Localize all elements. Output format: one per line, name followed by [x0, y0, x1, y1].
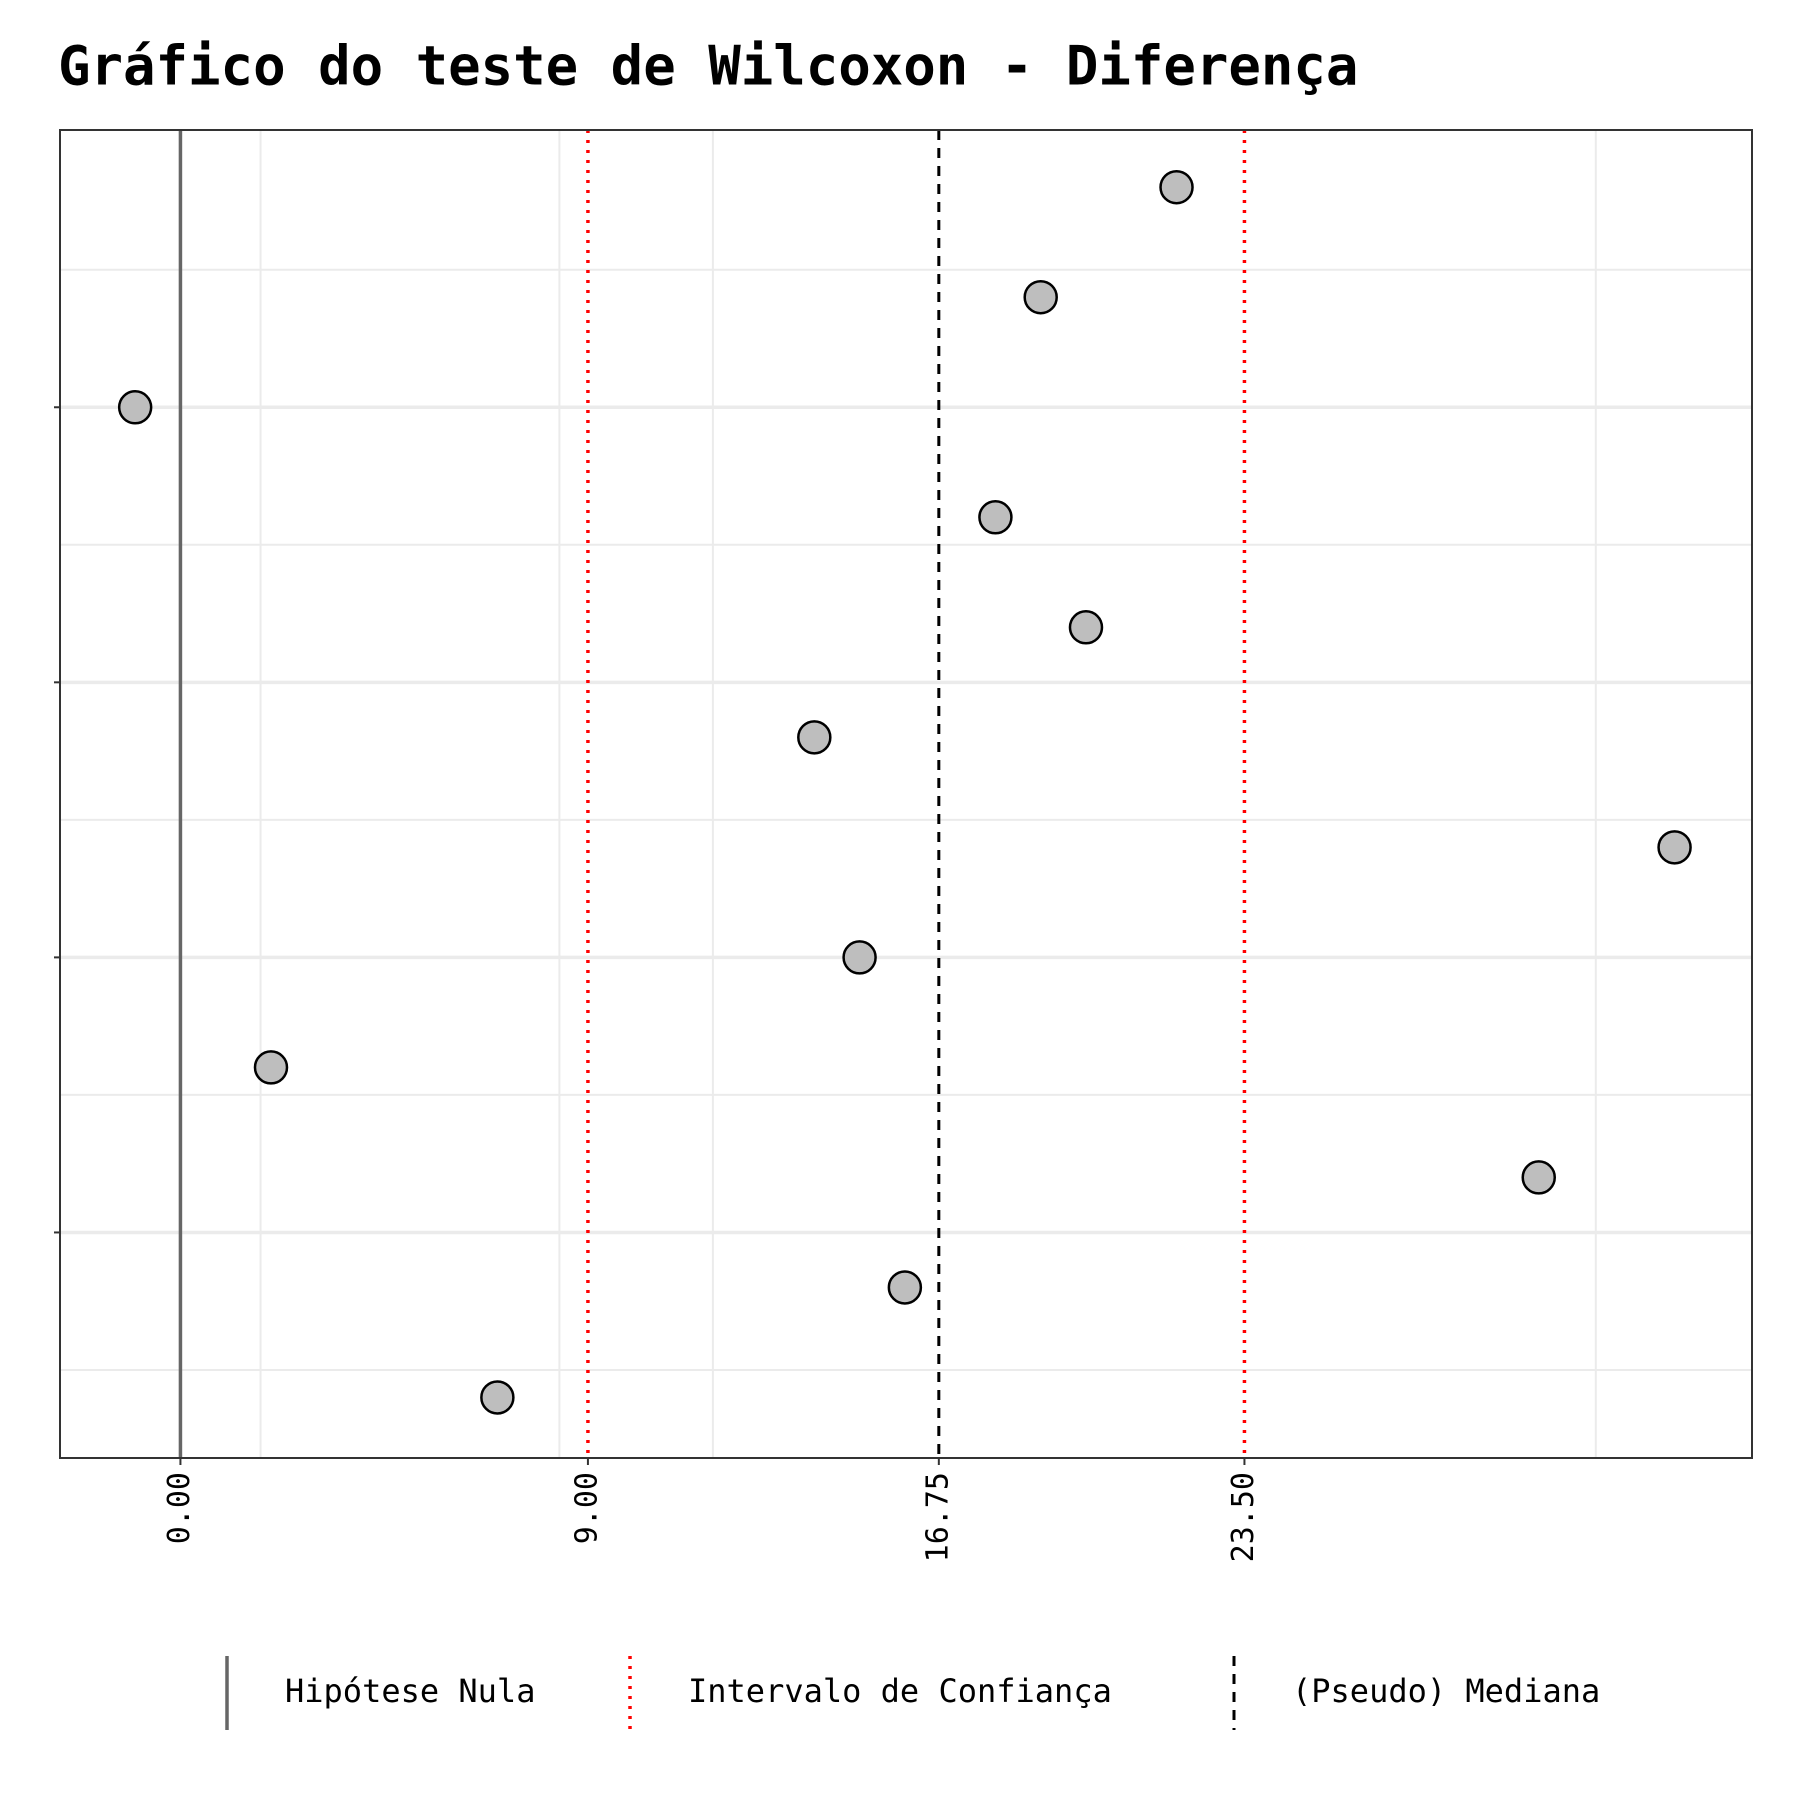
- point: [253, 1050, 289, 1085]
- point: [1068, 610, 1104, 645]
- point: [1023, 279, 1058, 315]
- point: [1657, 830, 1692, 865]
- x-tick-label: 0.00: [162, 1472, 197, 1544]
- point: [978, 500, 1013, 535]
- point: [797, 720, 832, 755]
- x-tick-label: 23.50: [1226, 1472, 1261, 1562]
- plot-border: [59, 129, 1753, 1459]
- x-tick-label: 9.00: [569, 1472, 604, 1544]
- x-tick-label: 16.75: [920, 1472, 955, 1562]
- point: [887, 1270, 923, 1305]
- chart-title: Gráfico do teste de Wilcoxon - Diferença: [58, 35, 1358, 98]
- legend-label: Intervalo de Confiança: [688, 1672, 1112, 1710]
- point: [480, 1380, 515, 1415]
- legend-label: (Pseudo) Mediana: [1292, 1672, 1600, 1710]
- point: [1159, 169, 1194, 205]
- legend-label: Hipótese Nula: [285, 1672, 535, 1710]
- point: [1521, 1160, 1556, 1195]
- point: [842, 940, 877, 975]
- point: [117, 390, 153, 425]
